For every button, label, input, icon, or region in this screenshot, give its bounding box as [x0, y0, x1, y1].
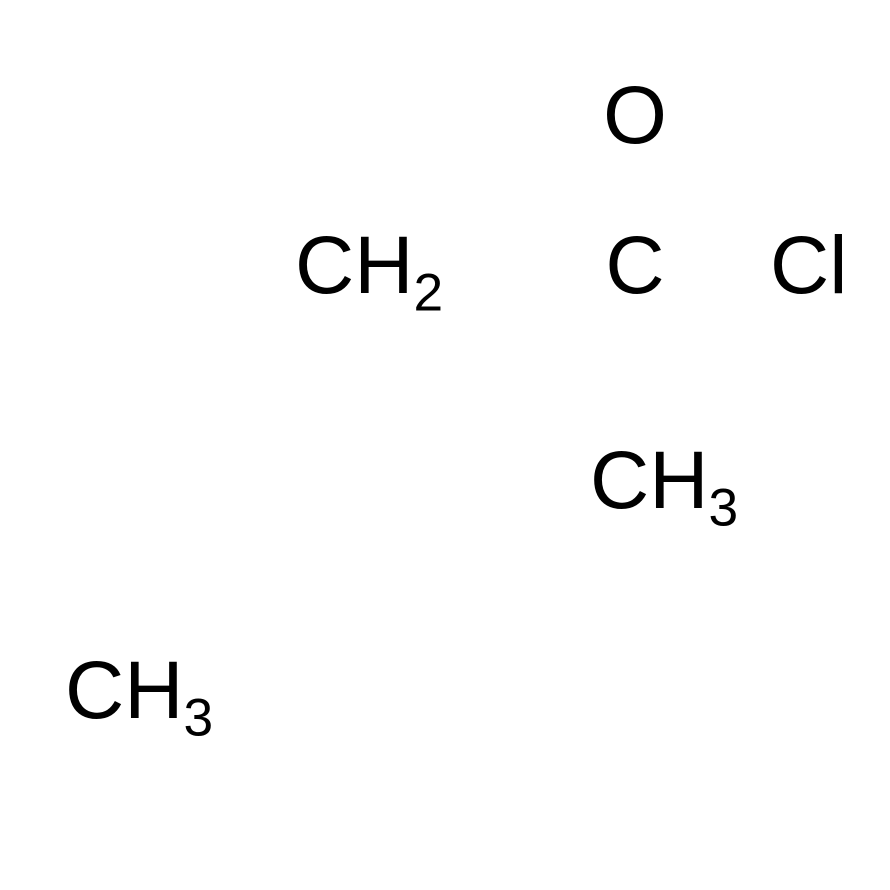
atom-CH3_r: CH3 [590, 440, 738, 522]
atom-Cl: Cl [770, 225, 847, 307]
atom-CH2: CH2 [295, 225, 443, 307]
atom-O_dbl: O [603, 75, 667, 157]
bond-layer [0, 0, 890, 890]
chemical-structure-diagram: O CH2 C Cl CH3 CH3 [0, 0, 890, 890]
atom-C_carb: C [605, 225, 664, 307]
atom-CH3_l: CH3 [65, 650, 213, 732]
